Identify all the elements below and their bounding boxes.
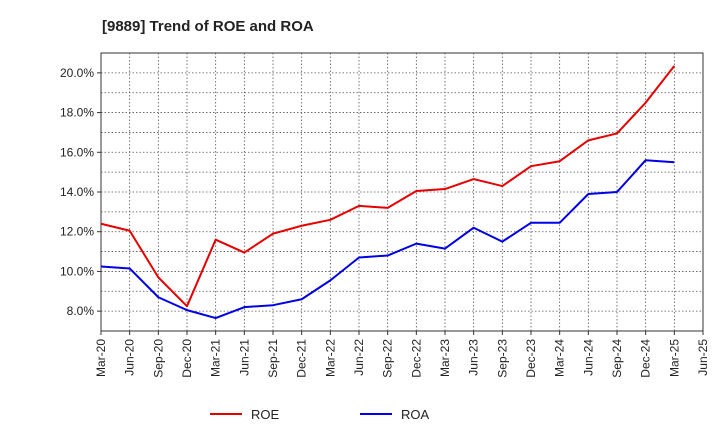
legend-label-roe: ROE <box>251 407 280 422</box>
x-tick-label: Dec-20 <box>180 339 194 378</box>
x-tick-label: Jun-22 <box>352 339 366 376</box>
legend-label-roa: ROA <box>401 407 430 422</box>
x-tick-label: Dec-23 <box>524 339 538 378</box>
chart-legend: ROE ROA <box>210 407 430 422</box>
x-tick-label: Mar-21 <box>209 339 223 377</box>
x-tick-label: Dec-22 <box>409 339 423 378</box>
x-tick-label: Dec-21 <box>295 339 309 378</box>
x-tick-label: Sep-24 <box>610 339 624 378</box>
y-tick-label: 10.0% <box>60 264 94 278</box>
chart-title: [9889] Trend of ROE and ROA <box>102 18 314 35</box>
x-tick-label: Mar-25 <box>667 339 681 377</box>
x-tick-label: Jun-25 <box>696 339 710 376</box>
y-tick-label: 8.0% <box>67 304 95 318</box>
x-tick-label: Sep-20 <box>151 339 165 378</box>
y-tick-label: 20.0% <box>60 66 94 80</box>
x-tick-label: Mar-20 <box>94 339 108 377</box>
x-tick-label: Jun-21 <box>237 339 251 376</box>
x-tick-label: Jun-24 <box>581 339 595 376</box>
series-line-roe <box>100 65 676 308</box>
x-tick-label: Mar-22 <box>323 339 337 377</box>
y-tick-label: 14.0% <box>60 185 94 199</box>
x-tick-label: Mar-23 <box>438 339 452 377</box>
x-tick-label: Jun-20 <box>123 339 137 376</box>
x-tick-label: Sep-22 <box>381 339 395 378</box>
plot-area: 8.0% 10.0% 12.0% 14.0% 16.0% 18.0% 20.0% Mar-20… <box>60 52 710 378</box>
y-tick-label: 12.0% <box>60 225 94 239</box>
x-tick-label: Mar-24 <box>553 339 567 377</box>
y-tick-label: 18.0% <box>60 106 94 120</box>
x-tick-label: Dec-24 <box>639 339 653 378</box>
x-tick-label: Jun-23 <box>467 339 481 376</box>
x-tick-label: Sep-23 <box>495 339 509 378</box>
series-line-roa <box>100 159 675 320</box>
x-tick-label: Sep-21 <box>266 339 280 378</box>
y-tick-label: 16.0% <box>60 145 94 159</box>
